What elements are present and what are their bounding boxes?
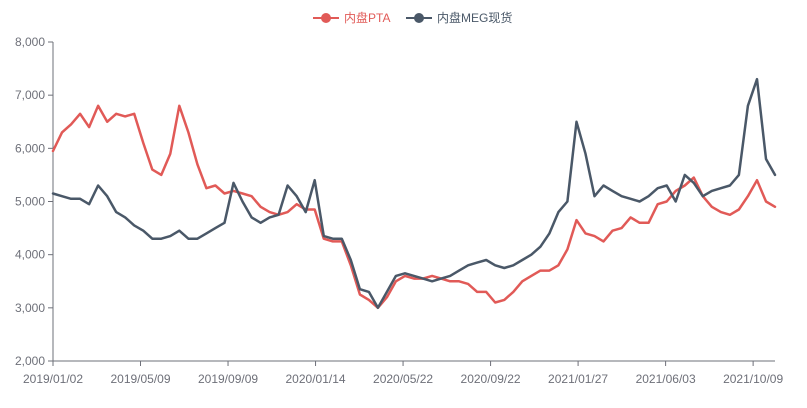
- y-tick-label: 6,000: [15, 141, 45, 155]
- series-layer: [51, 77, 777, 310]
- x-tick-label: 2019/09/09: [198, 372, 258, 386]
- x-tick-label: 2019/01/02: [23, 372, 83, 386]
- x-tick-label: 2020/09/22: [461, 372, 521, 386]
- legend-pta-label: 内盘PTA: [344, 10, 390, 25]
- x-tick-label: 2020/05/22: [373, 372, 433, 386]
- legend[interactable]: 内盘PTA 内盘MEG现货: [313, 10, 512, 25]
- x-tick-label: 2021/10/09: [723, 372, 783, 386]
- y-tick-label: 7,000: [15, 88, 45, 102]
- x-tick-label: 2019/05/09: [110, 372, 170, 386]
- series-line-meg: [51, 77, 777, 310]
- series-line-pta: [51, 104, 777, 310]
- x-tick-label: 2021/01/27: [548, 372, 608, 386]
- legend-item-meg[interactable]: 内盘MEG现货: [406, 10, 512, 25]
- x-tick-label: 2020/01/14: [286, 372, 346, 386]
- y-tick-label: 3,000: [15, 301, 45, 315]
- x-tick-label: 2021/06/03: [636, 372, 696, 386]
- axes: 2,000 3,000 4,000 5,000 6,000 7,000 8,000 2019/…: [15, 35, 784, 386]
- legend-pta-marker: [321, 13, 331, 23]
- y-tick-label: 4,000: [15, 248, 45, 262]
- y-tick-label: 2,000: [15, 354, 45, 368]
- legend-item-pta[interactable]: 内盘PTA: [313, 10, 390, 25]
- legend-meg-label: 内盘MEG现货: [437, 10, 512, 25]
- y-tick-label: 5,000: [15, 195, 45, 209]
- legend-meg-marker: [414, 13, 424, 23]
- y-tick-label: 8,000: [15, 35, 45, 49]
